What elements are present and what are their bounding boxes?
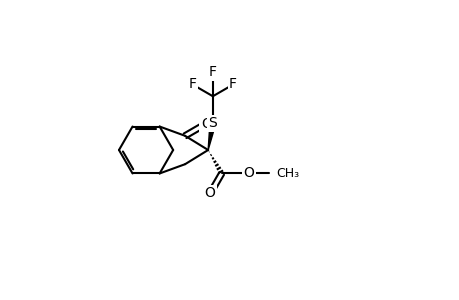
Text: O: O	[243, 167, 254, 181]
Text: F: F	[208, 65, 216, 79]
Text: S: S	[208, 116, 217, 130]
Text: CH₃: CH₃	[276, 167, 299, 180]
Text: F: F	[188, 77, 196, 91]
Text: O: O	[200, 117, 211, 130]
Text: O: O	[204, 186, 215, 200]
Polygon shape	[208, 123, 215, 150]
Text: F: F	[229, 77, 236, 91]
